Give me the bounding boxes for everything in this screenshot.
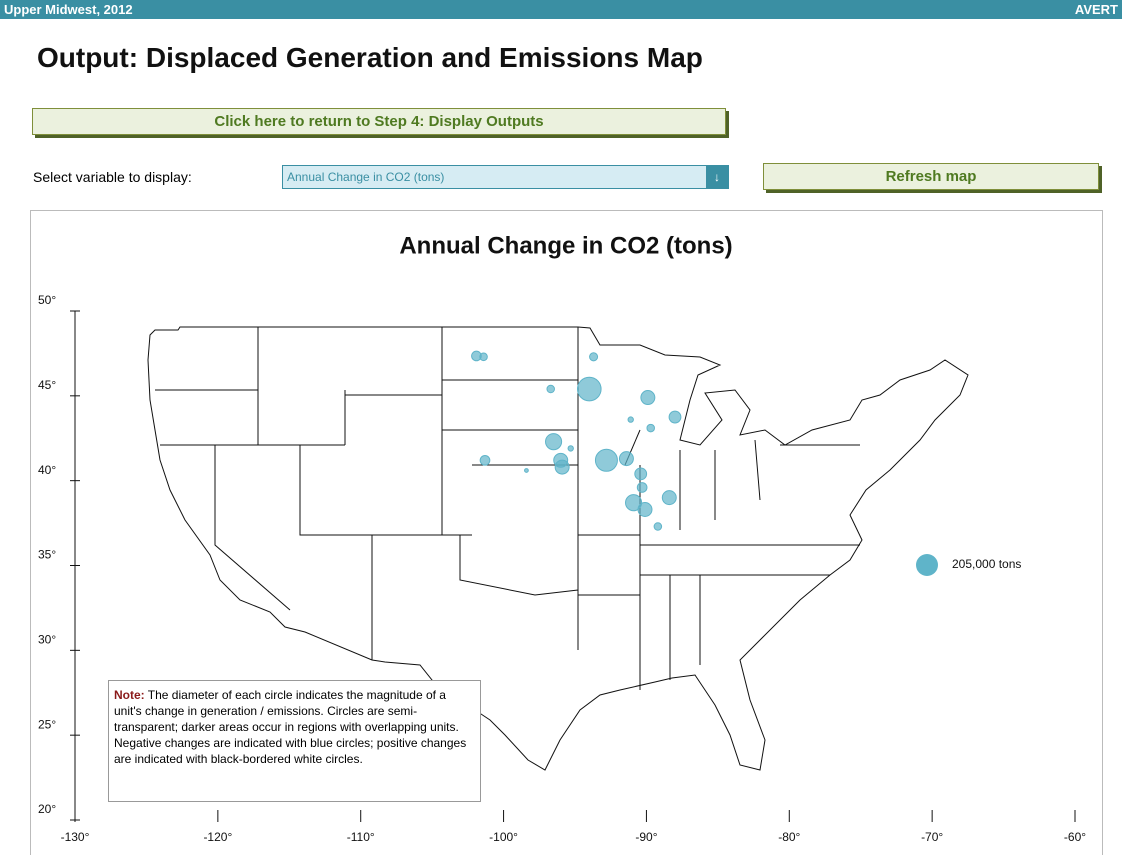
- note-box: Note: The diameter of each circle indica…: [108, 680, 481, 802]
- x-tick-label: -90°: [635, 830, 657, 844]
- return-button[interactable]: Click here to return to Step 4: Display …: [32, 108, 726, 135]
- y-tick-label: 30°: [38, 633, 56, 647]
- unit-circle: [594, 448, 618, 472]
- unit-circle: [524, 468, 529, 473]
- x-tick-label: -100°: [489, 830, 518, 844]
- unit-circle: [640, 390, 656, 406]
- y-tick-label: 20°: [38, 802, 56, 816]
- unit-circle: [625, 494, 643, 512]
- unit-circle: [554, 459, 570, 475]
- unit-circle: [618, 451, 634, 467]
- x-tick-label: -70°: [921, 830, 943, 844]
- brand: AVERT: [1074, 2, 1118, 17]
- unit-circle: [668, 410, 682, 424]
- refresh-button[interactable]: Refresh map: [763, 163, 1099, 190]
- y-tick-label: 45°: [38, 378, 56, 392]
- unit-circle: [661, 490, 677, 506]
- unit-circle: [653, 522, 663, 531]
- unit-circle: [634, 467, 648, 481]
- legend-circle: [916, 554, 938, 576]
- unit-circle: [567, 445, 574, 452]
- region: Upper Midwest, 2012: [4, 2, 133, 17]
- chart-frame: [30, 210, 1103, 855]
- x-tick-label: -120°: [203, 830, 232, 844]
- unit-circle: [636, 482, 648, 493]
- select-value: Annual Change in CO2 (tons): [287, 170, 445, 184]
- y-tick-label: 50°: [38, 293, 56, 307]
- x-tick-label: -110°: [347, 830, 375, 844]
- x-tick-label: -80°: [778, 830, 800, 844]
- legend-label: 205,000 tons: [952, 557, 1021, 571]
- unit-circle: [479, 454, 491, 466]
- unit-circle: [627, 416, 634, 423]
- select-label: Select variable to display:: [33, 169, 192, 185]
- top-bar: Upper Midwest, 2012 AVERT: [0, 0, 1122, 19]
- unit-circle: [479, 352, 488, 362]
- unit-circle: [646, 423, 655, 433]
- x-tick-label: -130°: [61, 830, 90, 844]
- us-outline: [147, 326, 969, 771]
- unit-circle: [576, 376, 602, 402]
- y-tick-label: 35°: [38, 548, 56, 562]
- unit-circle: [545, 433, 563, 451]
- note-label: Note:: [114, 688, 145, 702]
- chart-title: Annual Change in CO2 (tons): [399, 232, 732, 259]
- state-lines: [155, 327, 860, 690]
- page-title: Output: Displaced Generation and Emissio…: [37, 42, 703, 73]
- dropdown-arrow[interactable]: ↓: [706, 166, 728, 188]
- x-tick-label: -60°: [1064, 830, 1086, 844]
- unit-circle: [546, 384, 555, 394]
- note-text: The diameter of each circle indicates th…: [114, 688, 467, 766]
- unit-circle: [637, 502, 653, 517]
- variable-select[interactable]: Annual Change in CO2 (tons) ↓: [282, 165, 729, 189]
- y-tick-label: 25°: [38, 717, 56, 731]
- unit-circle: [589, 352, 599, 362]
- y-tick-label: 40°: [38, 463, 56, 477]
